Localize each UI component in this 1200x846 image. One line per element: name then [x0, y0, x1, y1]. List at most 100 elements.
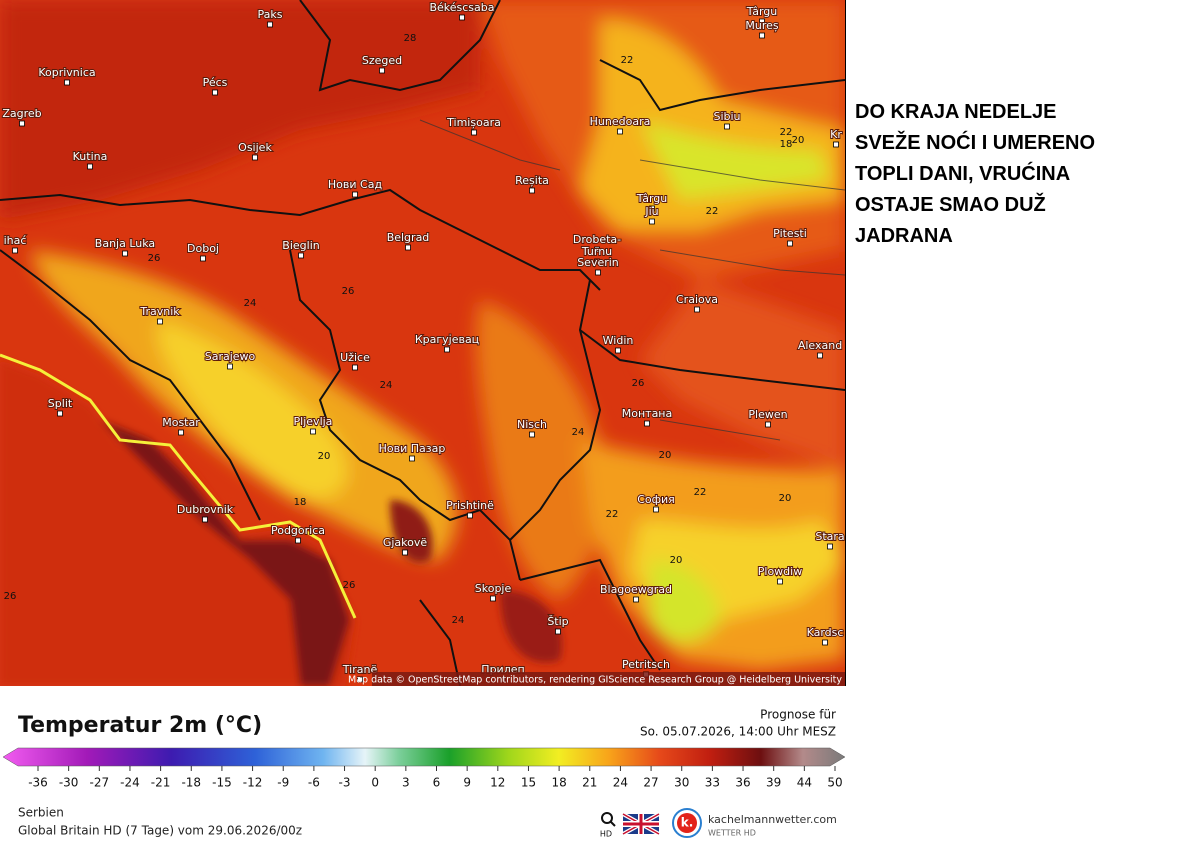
city-label: Reșita [515, 174, 549, 187]
city-dot [649, 205, 655, 212]
search-icon[interactable]: HD [600, 812, 616, 839]
city-dot [212, 89, 218, 96]
city-dot [615, 347, 621, 354]
city-label: Pécs [203, 76, 228, 89]
color-scale [2, 747, 846, 767]
city-dot [402, 549, 408, 556]
scale-tick-label: 36 [735, 776, 750, 790]
scale-tick-label: 15 [521, 776, 536, 790]
city-dot [200, 255, 206, 262]
city-dot [57, 410, 63, 417]
city-dot [827, 543, 833, 550]
city-label: Paks [258, 8, 283, 21]
city-label: Нови Пазар [379, 442, 446, 455]
city-label: Belgrad [387, 231, 430, 244]
scale-tick-label: -36 [28, 776, 48, 790]
city-dot [595, 269, 601, 276]
city-dot [833, 141, 839, 148]
city-label: Štip [547, 615, 568, 628]
city-label: Travnik [139, 305, 180, 318]
city-dot [759, 32, 765, 39]
city-label: Нови Сад [328, 178, 383, 191]
city-label: Târgu [746, 5, 777, 18]
contour-label: 20 [779, 493, 792, 504]
scale-tick-label: -27 [90, 776, 110, 790]
city-dot [202, 516, 208, 523]
brand-logo[interactable]: k. [672, 808, 702, 838]
city-dot [594, 246, 600, 253]
city-label: Sarajewo [205, 350, 256, 363]
scale-tick-label: -18 [181, 776, 201, 790]
search-label: HD [600, 830, 612, 839]
city-dot [765, 421, 771, 428]
city-dot [759, 18, 765, 25]
contour-label: 22 [706, 206, 719, 217]
forecast-time: So. 05.07.2026, 14:00 Uhr MESZ [640, 725, 836, 739]
uk-flag[interactable] [622, 812, 660, 836]
city-label: Stara [815, 530, 844, 543]
contour-label: 20 [318, 451, 331, 462]
scale-tick-label: 3 [402, 776, 410, 790]
city-label: Podgorica [271, 524, 325, 537]
city-dot [122, 250, 128, 257]
city-dot [617, 128, 623, 135]
contour-label: 20 [670, 555, 683, 566]
city-dot [529, 187, 535, 194]
city-label: Békéscsaba [429, 1, 494, 14]
city-dot [822, 639, 828, 646]
city-dot [653, 506, 659, 513]
contour-label: 22 [606, 509, 619, 520]
city-label: Gjakovë [383, 536, 428, 549]
scale-tick-label: -24 [120, 776, 140, 790]
legend-title: Temperatur 2m (°C) [18, 713, 262, 738]
coast-highlight [0, 353, 357, 619]
city-label: Skopje [475, 582, 512, 595]
scale-tick-label: 27 [643, 776, 658, 790]
city-label: Koprivnica [38, 66, 95, 79]
city-label: Osijek [238, 141, 272, 154]
attribution: Map data © OpenStreetMap contributors, r… [348, 675, 842, 686]
city-dot [405, 244, 411, 251]
city-dot [490, 595, 496, 602]
scale-tick-label: -15 [212, 776, 232, 790]
city-label: Pitesti [773, 227, 807, 240]
city-label: Split [48, 397, 73, 410]
city-label: Zagreb [2, 107, 41, 120]
contour-label: 26 [4, 591, 17, 602]
logo-text: k. [681, 816, 694, 830]
contour-label: 24 [380, 380, 393, 391]
city-label: София [637, 493, 675, 506]
city-dot [19, 120, 25, 127]
city-dot [444, 346, 450, 353]
scale-tick-label: 9 [463, 776, 471, 790]
city-dot [12, 247, 18, 254]
contour-label: 26 [148, 253, 161, 264]
model-run: Global Britain HD (7 Tage) vom 29.06.202… [18, 824, 302, 838]
contour-label: 22 [780, 127, 793, 138]
city-label: Szeged [362, 54, 402, 67]
contour-label: 20 [659, 450, 672, 461]
city-label: Banja Luka [95, 237, 155, 250]
city-label: Prishtinë [446, 499, 494, 512]
city-label: Doboj [187, 242, 219, 255]
city-label: Dubrovnik [177, 503, 234, 516]
city-label: Târgu [636, 192, 667, 205]
city-label: Blagoewgrad [600, 583, 672, 596]
scale-tick-label: 12 [490, 776, 505, 790]
city-dot [529, 431, 535, 438]
city-dot [357, 676, 363, 683]
headline-line: SVEŽE NOĆI I UMERENO [855, 130, 1095, 154]
city-label: Sibiu [713, 110, 740, 123]
city-dot [310, 428, 316, 435]
scale-ticks: -36 -30 -27 -24 -21 -18 -15 -12 -9 -6 -3 0 3 6 9 12 15 18… [28, 766, 843, 790]
city-dot [694, 306, 700, 313]
scale-tick-label: 30 [674, 776, 689, 790]
scale-tick-label: -6 [308, 776, 320, 790]
headline-line: DO KRAJA NEDELJE [855, 101, 1057, 123]
city-dot [594, 258, 600, 265]
contour-label: 24 [452, 615, 465, 626]
contour-label: 26 [343, 580, 356, 591]
city-dot [787, 240, 793, 247]
city-label: Widin [603, 334, 634, 347]
